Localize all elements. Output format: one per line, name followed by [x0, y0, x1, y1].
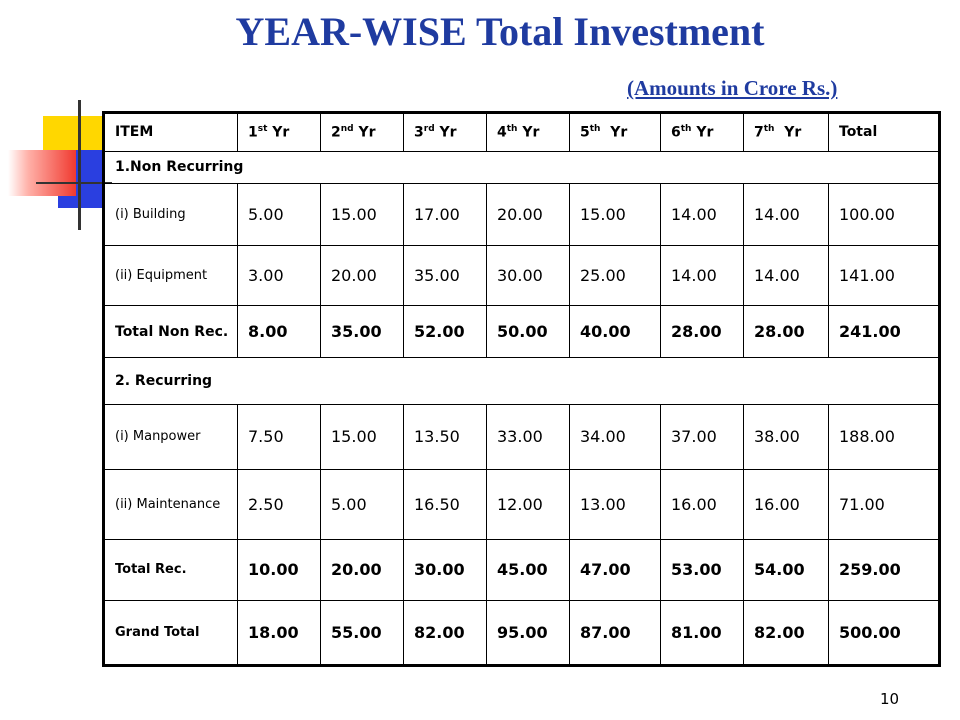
cell-value: 17.00 [403, 182, 487, 246]
cell-value: 37.00 [660, 403, 744, 471]
row-label: Total Rec. [103, 538, 238, 601]
cell-value: 259.00 [828, 538, 940, 601]
cell-value: 14.00 [660, 244, 744, 306]
amounts-unit-note: (Amounts in Crore Rs.) [627, 76, 838, 100]
row-label: Grand Total [103, 599, 238, 667]
cell-value: 50.00 [486, 304, 570, 359]
table-row: Total Non Rec. 8.00 35.00 52.00 50.00 40… [103, 304, 940, 359]
section-recurring: 2. Recurring [103, 357, 940, 405]
cell-value: 5.00 [237, 182, 321, 246]
cell-value: 15.00 [320, 403, 404, 471]
cell-value: 20.00 [320, 538, 404, 601]
cell-value: 53.00 [660, 538, 744, 601]
section-non-recurring: 1.Non Recurring [103, 150, 940, 184]
cell-value: 241.00 [828, 304, 940, 359]
cell-value: 82.00 [403, 599, 487, 667]
decorative-horizontal-line [36, 182, 112, 184]
row-label: (ii) Maintenance [103, 469, 238, 540]
section-row: 1.Non Recurring [103, 150, 940, 184]
cell-value: 87.00 [569, 599, 661, 667]
cell-value: 16.50 [403, 469, 487, 540]
cell-value: 14.00 [660, 182, 744, 246]
cell-value: 35.00 [403, 244, 487, 306]
cell-value: 100.00 [828, 182, 940, 246]
cell-value: 55.00 [320, 599, 404, 667]
cell-value: 28.00 [743, 304, 829, 359]
table-row: (ii) Equipment 3.00 20.00 35.00 30.00 25… [103, 244, 940, 306]
cell-value: 30.00 [486, 244, 570, 306]
header-total: Total [828, 112, 940, 152]
cell-value: 12.00 [486, 469, 570, 540]
cell-value: 5.00 [320, 469, 404, 540]
table-row: (i) Building 5.00 15.00 17.00 20.00 15.0… [103, 182, 940, 246]
cell-value: 40.00 [569, 304, 661, 359]
cell-value: 18.00 [237, 599, 321, 667]
header-year-3: 3rd Yr [403, 112, 487, 152]
header-year-7: 7th Yr [743, 112, 829, 152]
investment-table: ITEM 1st Yr 2nd Yr 3rd Yr 4th Yr 5th Yr … [102, 111, 941, 667]
slide-title: YEAR-WISE Total Investment [235, 9, 765, 54]
page-number: 10 [880, 690, 900, 708]
row-label: (ii) Equipment [103, 244, 238, 306]
table-row: (ii) Maintenance 2.50 5.00 16.50 12.00 1… [103, 469, 940, 540]
header-year-5: 5th Yr [569, 112, 661, 152]
cell-value: 2.50 [237, 469, 321, 540]
cell-value: 14.00 [743, 182, 829, 246]
cell-value: 14.00 [743, 244, 829, 306]
row-label: (i) Manpower [103, 403, 238, 471]
header-year-6: 6th Yr [660, 112, 744, 152]
row-label: (i) Building [103, 182, 238, 246]
cell-value: 82.00 [743, 599, 829, 667]
cell-value: 81.00 [660, 599, 744, 667]
cell-value: 141.00 [828, 244, 940, 306]
cell-value: 38.00 [743, 403, 829, 471]
cell-value: 45.00 [486, 538, 570, 601]
cell-value: 7.50 [237, 403, 321, 471]
header-year-4: 4th Yr [486, 112, 570, 152]
cell-value: 15.00 [569, 182, 661, 246]
table-row: Grand Total 18.00 55.00 82.00 95.00 87.0… [103, 599, 940, 667]
cell-value: 20.00 [486, 182, 570, 246]
cell-value: 13.50 [403, 403, 487, 471]
cell-value: 54.00 [743, 538, 829, 601]
cell-value: 28.00 [660, 304, 744, 359]
decorative-vertical-line [78, 100, 81, 230]
cell-value: 34.00 [569, 403, 661, 471]
cell-value: 13.00 [569, 469, 661, 540]
cell-value: 20.00 [320, 244, 404, 306]
cell-value: 188.00 [828, 403, 940, 471]
section-row: 2. Recurring [103, 357, 940, 405]
cell-value: 500.00 [828, 599, 940, 667]
header-item: ITEM [103, 112, 238, 152]
table-row: Total Rec. 10.00 20.00 30.00 45.00 47.00… [103, 538, 940, 601]
header-row: ITEM 1st Yr 2nd Yr 3rd Yr 4th Yr 5th Yr … [103, 112, 940, 152]
cell-value: 35.00 [320, 304, 404, 359]
cell-value: 16.00 [660, 469, 744, 540]
row-label: Total Non Rec. [103, 304, 238, 359]
cell-value: 3.00 [237, 244, 321, 306]
cell-value: 15.00 [320, 182, 404, 246]
cell-value: 52.00 [403, 304, 487, 359]
cell-value: 25.00 [569, 244, 661, 306]
cell-value: 8.00 [237, 304, 321, 359]
cell-value: 10.00 [237, 538, 321, 601]
cell-value: 16.00 [743, 469, 829, 540]
cell-value: 47.00 [569, 538, 661, 601]
cell-value: 30.00 [403, 538, 487, 601]
header-year-1: 1st Yr [237, 112, 321, 152]
cell-value: 33.00 [486, 403, 570, 471]
decorative-red-square [8, 150, 76, 196]
header-year-2: 2nd Yr [320, 112, 404, 152]
cell-value: 95.00 [486, 599, 570, 667]
table-row: (i) Manpower 7.50 15.00 13.50 33.00 34.0… [103, 403, 940, 471]
cell-value: 71.00 [828, 469, 940, 540]
